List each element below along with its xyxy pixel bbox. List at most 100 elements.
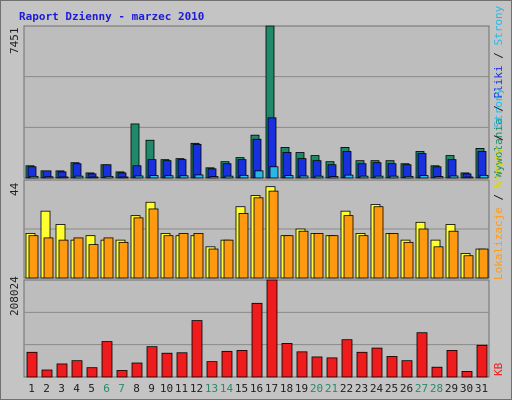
day-label: 6 (103, 382, 110, 395)
bar-kb (431, 366, 443, 378)
bar-kb (221, 350, 233, 378)
bar-kb (371, 347, 383, 378)
bar-kb (326, 357, 338, 378)
day-label: 24 (370, 382, 384, 395)
bar-lokalizacje (283, 235, 294, 279)
day-label: 12 (190, 382, 203, 395)
bar-lokalizacje (268, 190, 279, 279)
bar-pliki (177, 159, 187, 179)
legend-wywolania: Wywołania (492, 118, 505, 178)
bar-kb (416, 332, 428, 378)
bar-kb (281, 343, 293, 378)
bar-lokalizacje (313, 233, 324, 279)
bar-kb (446, 350, 458, 378)
bar-kb (86, 367, 98, 378)
bar-strony (209, 176, 219, 179)
bar-strony (149, 175, 159, 179)
middle-panel-max-label: 44 (8, 182, 21, 196)
bar-kb (146, 346, 158, 378)
legend-lokalizacje: Lokalizacje (492, 207, 505, 280)
bar-strony (89, 176, 99, 179)
bar-strony (254, 170, 264, 179)
bar-strony (119, 176, 129, 179)
day-labels: 1 2 3 4 5 6 7 8 9 10 11 12 13 14 15 16 17 18 19 20 21 22 23 24 2… (28, 382, 488, 395)
bar-pliki (477, 151, 487, 179)
bar-strony (224, 175, 234, 179)
day-label: 21 (325, 382, 338, 395)
day-label: 16 (250, 382, 263, 395)
bar-lokalizacje (103, 237, 114, 279)
bar-lokalizacje (403, 241, 414, 279)
bar-pliki (417, 153, 427, 179)
day-label: 1 (28, 382, 35, 395)
day-label: 9 (148, 382, 155, 395)
bar-lokalizacje (253, 197, 264, 279)
top-panel-legend: Wywołania / Pliki / Strony (492, 5, 505, 178)
bar-kb (26, 351, 38, 378)
middle-panel (23, 179, 490, 279)
bar-strony (359, 175, 369, 179)
day-label: 13 (205, 382, 218, 395)
bar-pliki (342, 151, 352, 179)
day-label: 2 (43, 382, 50, 395)
bar-kb (41, 369, 53, 378)
bar-lokalizacje (88, 244, 99, 279)
day-label: 19 (295, 382, 308, 395)
bar-lokalizacje (163, 235, 174, 279)
bar-kb (296, 351, 308, 378)
bar-lokalizacje (448, 230, 459, 279)
bar-strony (389, 175, 399, 179)
legend-sep: / (492, 46, 505, 59)
day-label: 14 (220, 382, 234, 395)
day-label: 20 (310, 382, 323, 395)
bar-kb (386, 356, 398, 378)
bar-strony (74, 175, 84, 179)
bar-lokalizacje (463, 255, 474, 279)
bar-lokalizacje (118, 241, 129, 279)
bar-lokalizacje (418, 228, 429, 279)
bar-strony (194, 174, 204, 179)
bar-kb (251, 302, 263, 378)
day-label: 22 (340, 382, 353, 395)
day-label: 15 (235, 382, 248, 395)
day-label: 3 (58, 382, 65, 395)
day-label: 29 (445, 382, 458, 395)
bar-strony (59, 176, 69, 179)
bar-pliki (327, 164, 337, 179)
day-label: 28 (430, 382, 443, 395)
bar-strony (104, 175, 114, 179)
legend-wizyty: Wizyty (492, 147, 505, 187)
bar-lokalizacje (238, 213, 249, 279)
day-label: 26 (400, 382, 413, 395)
bottom-panel-legend: KB (492, 362, 505, 376)
bar-kb (476, 344, 488, 378)
bar-kb (161, 352, 173, 378)
day-label: 30 (460, 382, 473, 395)
bar-strony (314, 175, 324, 179)
bar-strony (464, 176, 474, 179)
day-label: 31 (475, 382, 488, 395)
day-label: 17 (265, 382, 278, 395)
chart-title: Raport Dzienny - marzec 2010 (19, 10, 204, 23)
bar-strony (344, 174, 354, 179)
bar-lokalizacje (148, 208, 159, 279)
bar-lokalizacje (133, 217, 144, 279)
bar-pliki (447, 159, 457, 179)
bar-lokalizacje (433, 246, 444, 279)
bar-strony (419, 175, 429, 179)
day-label: 5 (88, 382, 95, 395)
legend-kb: KB (492, 362, 505, 376)
bar-strony (164, 175, 174, 179)
bar-kb (401, 360, 413, 378)
bar-lokalizacje (358, 235, 369, 279)
bar-strony (269, 166, 279, 179)
bar-kb (311, 356, 323, 378)
bar-kb (341, 339, 353, 378)
bar-lokalizacje (343, 215, 354, 279)
bar-lokalizacje (208, 248, 219, 279)
day-label: 18 (280, 382, 293, 395)
bar-strony (449, 175, 459, 179)
bottom-panel (23, 279, 490, 378)
bottom-panel-max-label: 208024 (8, 276, 21, 316)
legend-sep: / (492, 99, 505, 112)
